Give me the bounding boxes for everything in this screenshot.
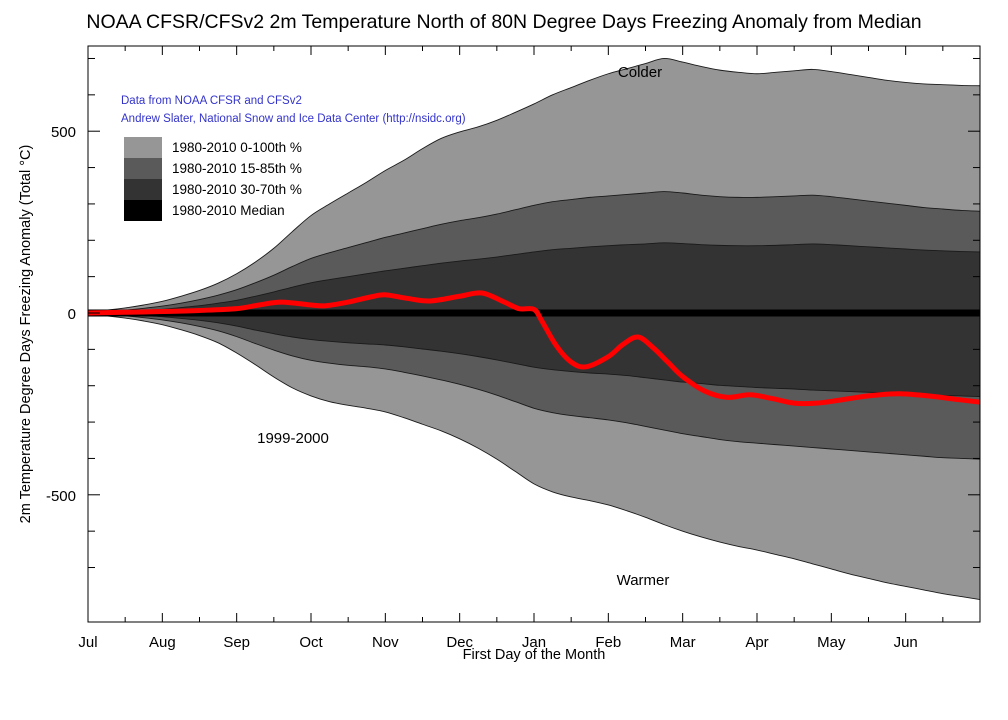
y-axis-label: 2m Temperature Degree Days Freezing Anom… <box>18 145 34 524</box>
x-tick-label: Aug <box>149 634 176 651</box>
legend-swatch <box>124 158 162 179</box>
x-tick-label: Jun <box>894 634 918 651</box>
y-tick-label: 0 <box>68 306 76 323</box>
plot-frame <box>87 45 981 623</box>
x-tick-label: Apr <box>745 634 768 651</box>
band-30-70th-percentile <box>88 242 980 398</box>
legend: 1980-2010 0-100th % 1980-2010 15-85th % 19… <box>124 137 302 221</box>
credit-line-2: Andrew Slater, National Snow and Ice Dat… <box>121 113 466 125</box>
x-tick-label: May <box>817 634 846 651</box>
credit-block: Data from NOAA CFSR and CFSv2 Andrew Sla… <box>121 95 466 125</box>
legend-swatch <box>124 200 162 221</box>
x-tick-labels: Jul Aug Sep Oct Nov Dec Jan Feb Mar Apr May Jun <box>78 634 917 651</box>
legend-label: 1980-2010 30-70th % <box>172 182 302 197</box>
warmer-label: Warmer <box>617 572 670 589</box>
credit-line-1: Data from NOAA CFSR and CFSv2 <box>121 95 302 107</box>
series-year-label: 1999-2000 <box>257 430 329 447</box>
x-tick-label: Dec <box>446 634 473 651</box>
legend-label: 1980-2010 15-85th % <box>172 161 302 176</box>
legend-swatch <box>124 137 162 158</box>
x-tick-label: Jan <box>522 634 546 651</box>
legend-label: 1980-2010 0-100th % <box>172 140 302 155</box>
legend-label: 1980-2010 Median <box>172 203 285 218</box>
plot-area <box>87 45 981 623</box>
legend-swatch <box>124 179 162 200</box>
colder-label: Colder <box>618 64 662 81</box>
x-tick-label: Mar <box>670 634 696 651</box>
x-tick-label: Feb <box>595 634 621 651</box>
x-tick-label: Sep <box>223 634 250 651</box>
y-tick-label: -500 <box>46 488 76 505</box>
x-axis-label: First Day of the Month <box>463 647 606 663</box>
x-tick-label: Jul <box>78 634 97 651</box>
annotations: Colder Warmer 1999-2000 <box>257 64 669 589</box>
x-tick-label: Oct <box>299 634 323 651</box>
axis-tickmarks <box>87 46 981 622</box>
band-group <box>88 58 980 600</box>
chart-title: NOAA CFSR/CFSv2 2m Temperature North of … <box>86 11 921 33</box>
observed-year-line <box>88 290 980 407</box>
y-tick-label: 500 <box>51 124 76 141</box>
y-tick-labels: 500 0 -500 <box>46 124 76 505</box>
x-tick-label: Nov <box>372 634 399 651</box>
